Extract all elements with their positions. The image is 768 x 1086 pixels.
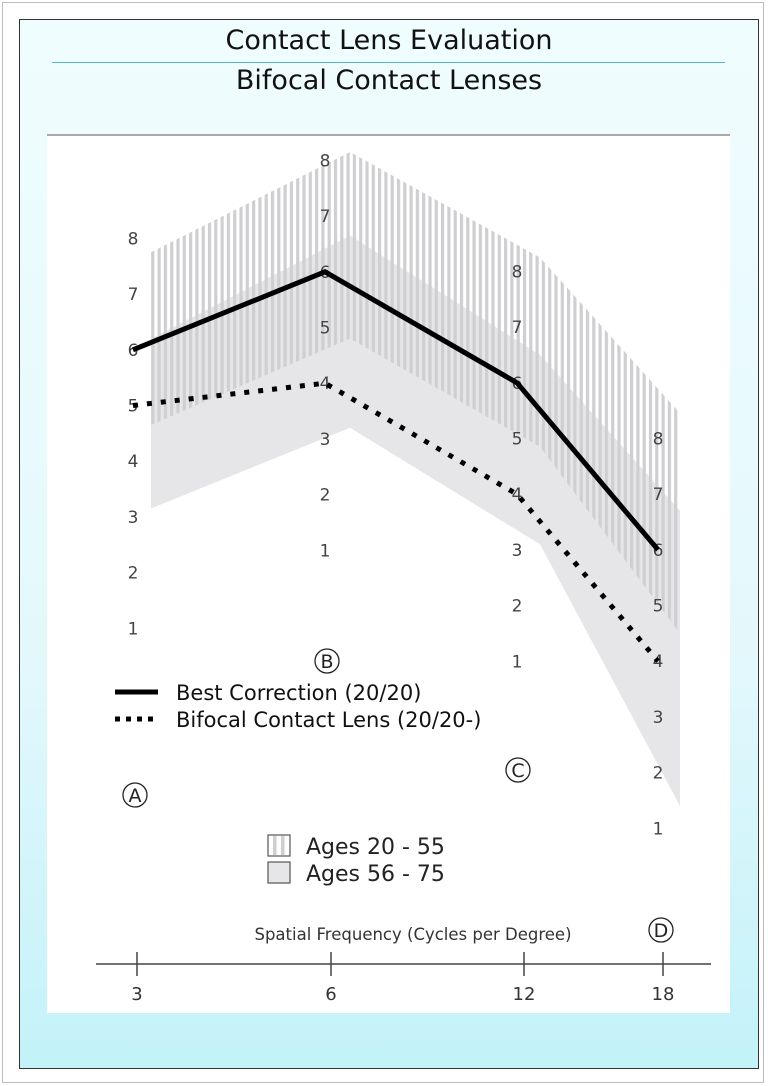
legend-label: Ages 20 - 55 <box>306 835 445 860</box>
column-c-tick-label: 3 <box>512 541 523 561</box>
column-d-tick-label: 5 <box>653 597 664 617</box>
column-a-tick-label: 1 <box>128 619 139 639</box>
marker-circle-icon <box>505 757 531 783</box>
hatch-stripe <box>281 836 285 855</box>
column-marker-a: A <box>122 782 148 808</box>
x-axis-title: Spatial Frequency (Cycles per Degree) <box>254 925 571 944</box>
column-c-tick-label: 8 <box>512 262 523 282</box>
column-c-tick-label: 5 <box>512 430 523 450</box>
column-c-tick-label: 7 <box>512 318 523 338</box>
marker-letter: A <box>129 785 142 807</box>
column-b-tick-label: 8 <box>320 151 331 171</box>
legend-label: Best Correction (20/20) <box>176 681 421 705</box>
chart-subtitle: Bifocal Contact Lenses <box>235 65 543 96</box>
column-a-tick-label: 2 <box>128 564 139 584</box>
column-d-tick-label: 6 <box>653 541 664 561</box>
header-divider <box>47 134 730 136</box>
legend-item-ages-20-55: Ages 20 - 55 <box>267 834 445 860</box>
gray-swatch-icon <box>267 861 291 884</box>
legend-item-best-correction: Best Correction (20/20) <box>115 681 421 705</box>
column-a-tick-label: 3 <box>128 508 139 528</box>
column-a-tick-label: 8 <box>128 229 139 249</box>
column-d-tick-label: 8 <box>653 429 664 449</box>
column-marker-c: C <box>505 757 531 783</box>
marker-circle-icon <box>122 782 148 808</box>
marker-letter: C <box>511 760 524 782</box>
column-b-tick-label: 3 <box>320 430 331 450</box>
column-marker-d: D <box>648 917 674 943</box>
series-line-best-correction <box>132 269 660 552</box>
x-tick-label: 18 <box>652 984 675 1005</box>
column-b-tick-label: 2 <box>320 486 331 506</box>
column-c-tick-label: 1 <box>512 652 523 672</box>
legend-label: Bifocal Contact Lens (20/20-) <box>176 708 481 732</box>
marker-letter: D <box>654 920 669 942</box>
column-a-tick-label: 5 <box>128 397 139 417</box>
column-c-tick-label: 4 <box>512 485 523 505</box>
marker-letter: B <box>320 651 333 673</box>
hatch-stripe <box>273 836 277 855</box>
legend-item-ages-56-75: Ages 56 - 75 <box>267 861 445 887</box>
column-d-tick-label: 7 <box>653 485 664 505</box>
x-tick-label: 3 <box>131 984 142 1005</box>
column-d-tick-label: 4 <box>653 652 664 672</box>
column-b-tick-label: 7 <box>320 207 331 227</box>
column-marker-b: B <box>314 648 340 674</box>
x-tick-label: 6 <box>325 984 336 1005</box>
column-b-tick-label: 4 <box>320 374 331 394</box>
column-b-tick-label: 1 <box>320 541 331 561</box>
hatch-swatch-icon <box>267 834 291 857</box>
chart-title: Contact Lens Evaluation <box>225 25 553 56</box>
column-c-tick-label: 2 <box>512 597 523 617</box>
column-a-tick-label: 7 <box>128 285 139 305</box>
column-d-tick-label: 2 <box>653 764 664 784</box>
column-a-tick-label: 4 <box>128 452 139 472</box>
marker-circle-icon <box>648 917 674 943</box>
column-b-tick-label: 5 <box>320 319 331 339</box>
band-ages-20-55 <box>151 152 680 634</box>
legend-item-bifocal-contact-lens: Bifocal Contact Lens (20/20-) <box>115 708 481 732</box>
marker-circle-icon <box>314 648 340 674</box>
x-tick-label: 12 <box>513 984 536 1005</box>
column-a-tick-label: 6 <box>128 341 139 361</box>
column-d-tick-label: 1 <box>653 819 664 839</box>
column-d-tick-label: 3 <box>653 708 664 728</box>
title-divider <box>52 62 725 63</box>
legend-label: Ages 56 - 75 <box>306 862 445 887</box>
